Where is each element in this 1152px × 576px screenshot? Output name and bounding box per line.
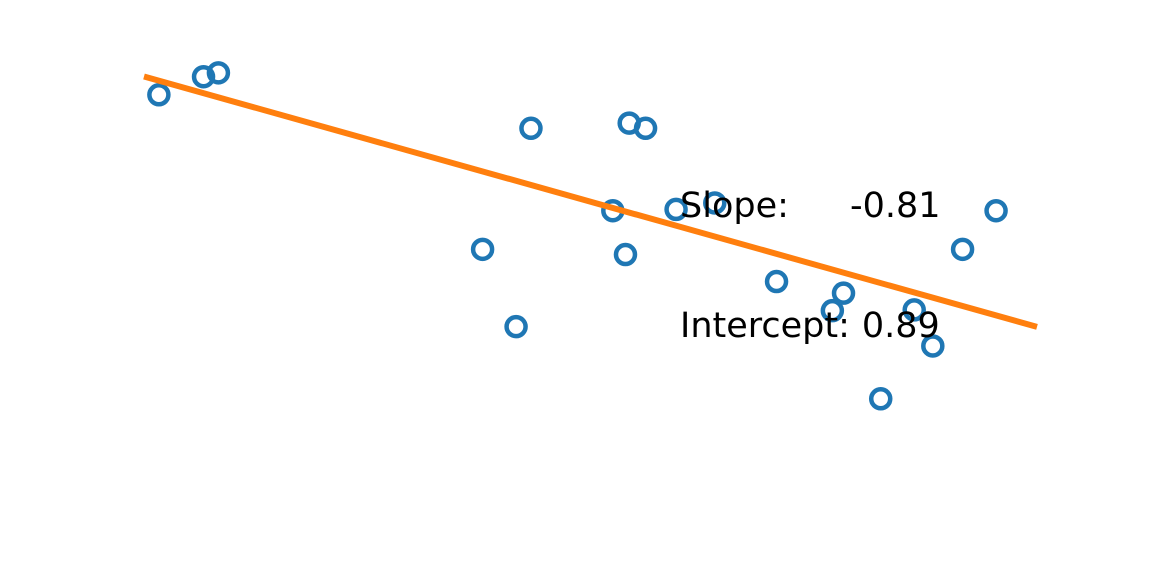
data-point-12: [703, 191, 727, 215]
intercept-label: Intercept:: [680, 306, 850, 346]
slope-label: Slope:: [680, 186, 789, 226]
data-point-14: [820, 298, 845, 323]
data-point-19: [950, 237, 975, 262]
intercept-row: Intercept: 0.89: [680, 306, 941, 346]
data-point-11: [664, 197, 688, 222]
data-point-20: [984, 198, 1008, 223]
intercept-value: 0.89: [861, 306, 940, 346]
fit-annotation: Slope: -0.81 Intercept: 0.89: [680, 106, 941, 386]
data-point-8: [613, 242, 638, 267]
data-point-2: [191, 64, 216, 89]
slope-row: Slope: -0.81: [680, 186, 941, 226]
data-point-1: [147, 83, 171, 107]
regression-line: [143, 73, 1038, 330]
data-point-10: [633, 116, 658, 141]
data-point-6: [519, 116, 543, 141]
data-point-13: [764, 269, 789, 294]
data-point-18: [921, 334, 945, 358]
data-point-3: [206, 61, 231, 85]
data-point-17: [902, 298, 926, 322]
data-point-15: [831, 281, 856, 305]
data-point-5: [504, 314, 528, 339]
data-point-4: [470, 237, 495, 262]
scatter-points: [147, 61, 1008, 411]
slope-value: -0.81: [850, 186, 941, 226]
data-point-16: [868, 387, 893, 411]
